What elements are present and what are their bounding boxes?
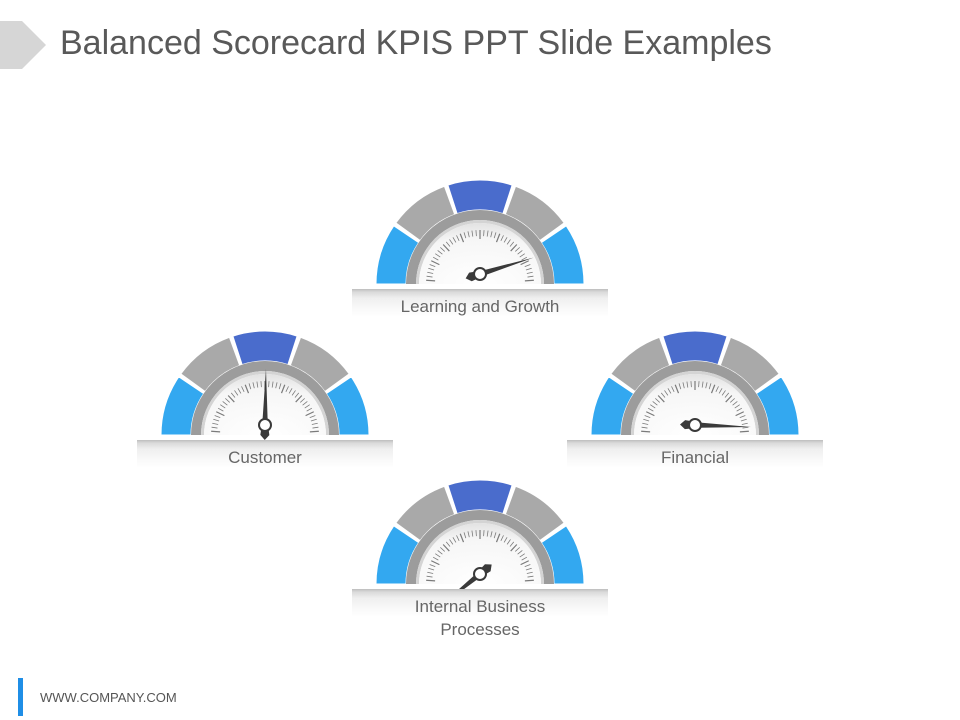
gauge-base: Financial bbox=[567, 440, 823, 468]
gauge-dial bbox=[375, 179, 585, 285]
gauge-segment bbox=[232, 330, 298, 366]
gauge-financial: Financial bbox=[567, 325, 823, 468]
gauge-ticks bbox=[426, 530, 534, 582]
gauge-label: Learning and Growth bbox=[400, 297, 560, 316]
gauge-bezel bbox=[406, 210, 554, 284]
footer-accent-bar bbox=[18, 678, 23, 716]
gauge-needle-hub bbox=[258, 418, 272, 432]
gauge-label: Internal Business Processes bbox=[414, 597, 546, 639]
gauge-needle-hub bbox=[473, 267, 487, 281]
gauge-bezel bbox=[621, 361, 769, 435]
slide-title: Balanced Scorecard KPIS PPT Slide Exampl… bbox=[60, 24, 772, 62]
gauge-base: Internal Business Processes bbox=[352, 589, 608, 639]
gauge-face bbox=[419, 223, 541, 284]
gauge-label: Financial bbox=[660, 448, 730, 467]
gauge-base: Customer bbox=[137, 440, 393, 468]
gauge-ticks bbox=[641, 381, 749, 433]
gauge-face bbox=[419, 523, 541, 584]
gauge-learning-growth: Learning and Growth bbox=[352, 174, 608, 317]
gauge-dial bbox=[590, 330, 800, 436]
title-arrow-icon bbox=[0, 21, 46, 69]
gauge-bezel bbox=[406, 510, 554, 584]
gauge-bezel bbox=[191, 361, 339, 435]
gauge-needle-hub bbox=[688, 418, 702, 432]
gauge-ticks bbox=[211, 381, 319, 433]
gauge-base: Learning and Growth bbox=[352, 289, 608, 317]
gauge-needle-hub bbox=[473, 567, 487, 581]
gauge-segment bbox=[662, 330, 728, 366]
gauge-customer: Customer bbox=[137, 325, 393, 468]
gauge-dial bbox=[160, 330, 370, 440]
gauge-label: Customer bbox=[228, 448, 302, 467]
gauge-segment bbox=[447, 479, 513, 515]
footer-website: WWW.COMPANY.COM bbox=[40, 690, 177, 705]
gauge-dial bbox=[375, 479, 585, 590]
gauge-internal-business: Internal Business Processes bbox=[352, 474, 608, 639]
gauge-ticks bbox=[426, 230, 534, 282]
gauge-face bbox=[634, 374, 756, 435]
gauge-segment bbox=[447, 179, 513, 215]
